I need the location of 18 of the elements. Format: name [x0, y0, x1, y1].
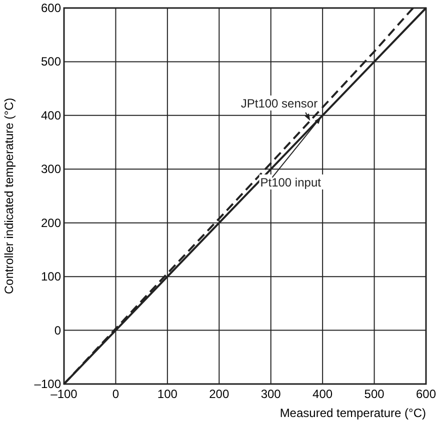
y-tick-label: 600	[40, 1, 62, 15]
y-tick-label: 0	[54, 323, 62, 338]
y-axis-title: Controller indicated temperature (°C)	[2, 98, 16, 294]
x-tick-label: 100	[157, 387, 178, 401]
x-tick-label: 600	[416, 387, 436, 401]
y-tick-label: 400	[40, 108, 62, 122]
x-tick-label: 300	[260, 387, 282, 401]
series-label: JPt100 sensor	[240, 96, 318, 111]
x-tick-label: 400	[312, 387, 333, 401]
x-tick-label: 200	[209, 387, 230, 401]
y-tick-label: 100	[40, 270, 62, 284]
x-tick-label: 0	[112, 387, 120, 401]
x-axis-title: Measured temperature (°C)	[280, 406, 426, 420]
x-tick-label: 500	[364, 387, 385, 401]
y-tick-label: 300	[40, 162, 62, 176]
y-tick-label: 500	[40, 54, 62, 69]
series-label: Pt100 input	[260, 175, 322, 190]
y-tick-label: 200	[40, 216, 62, 230]
